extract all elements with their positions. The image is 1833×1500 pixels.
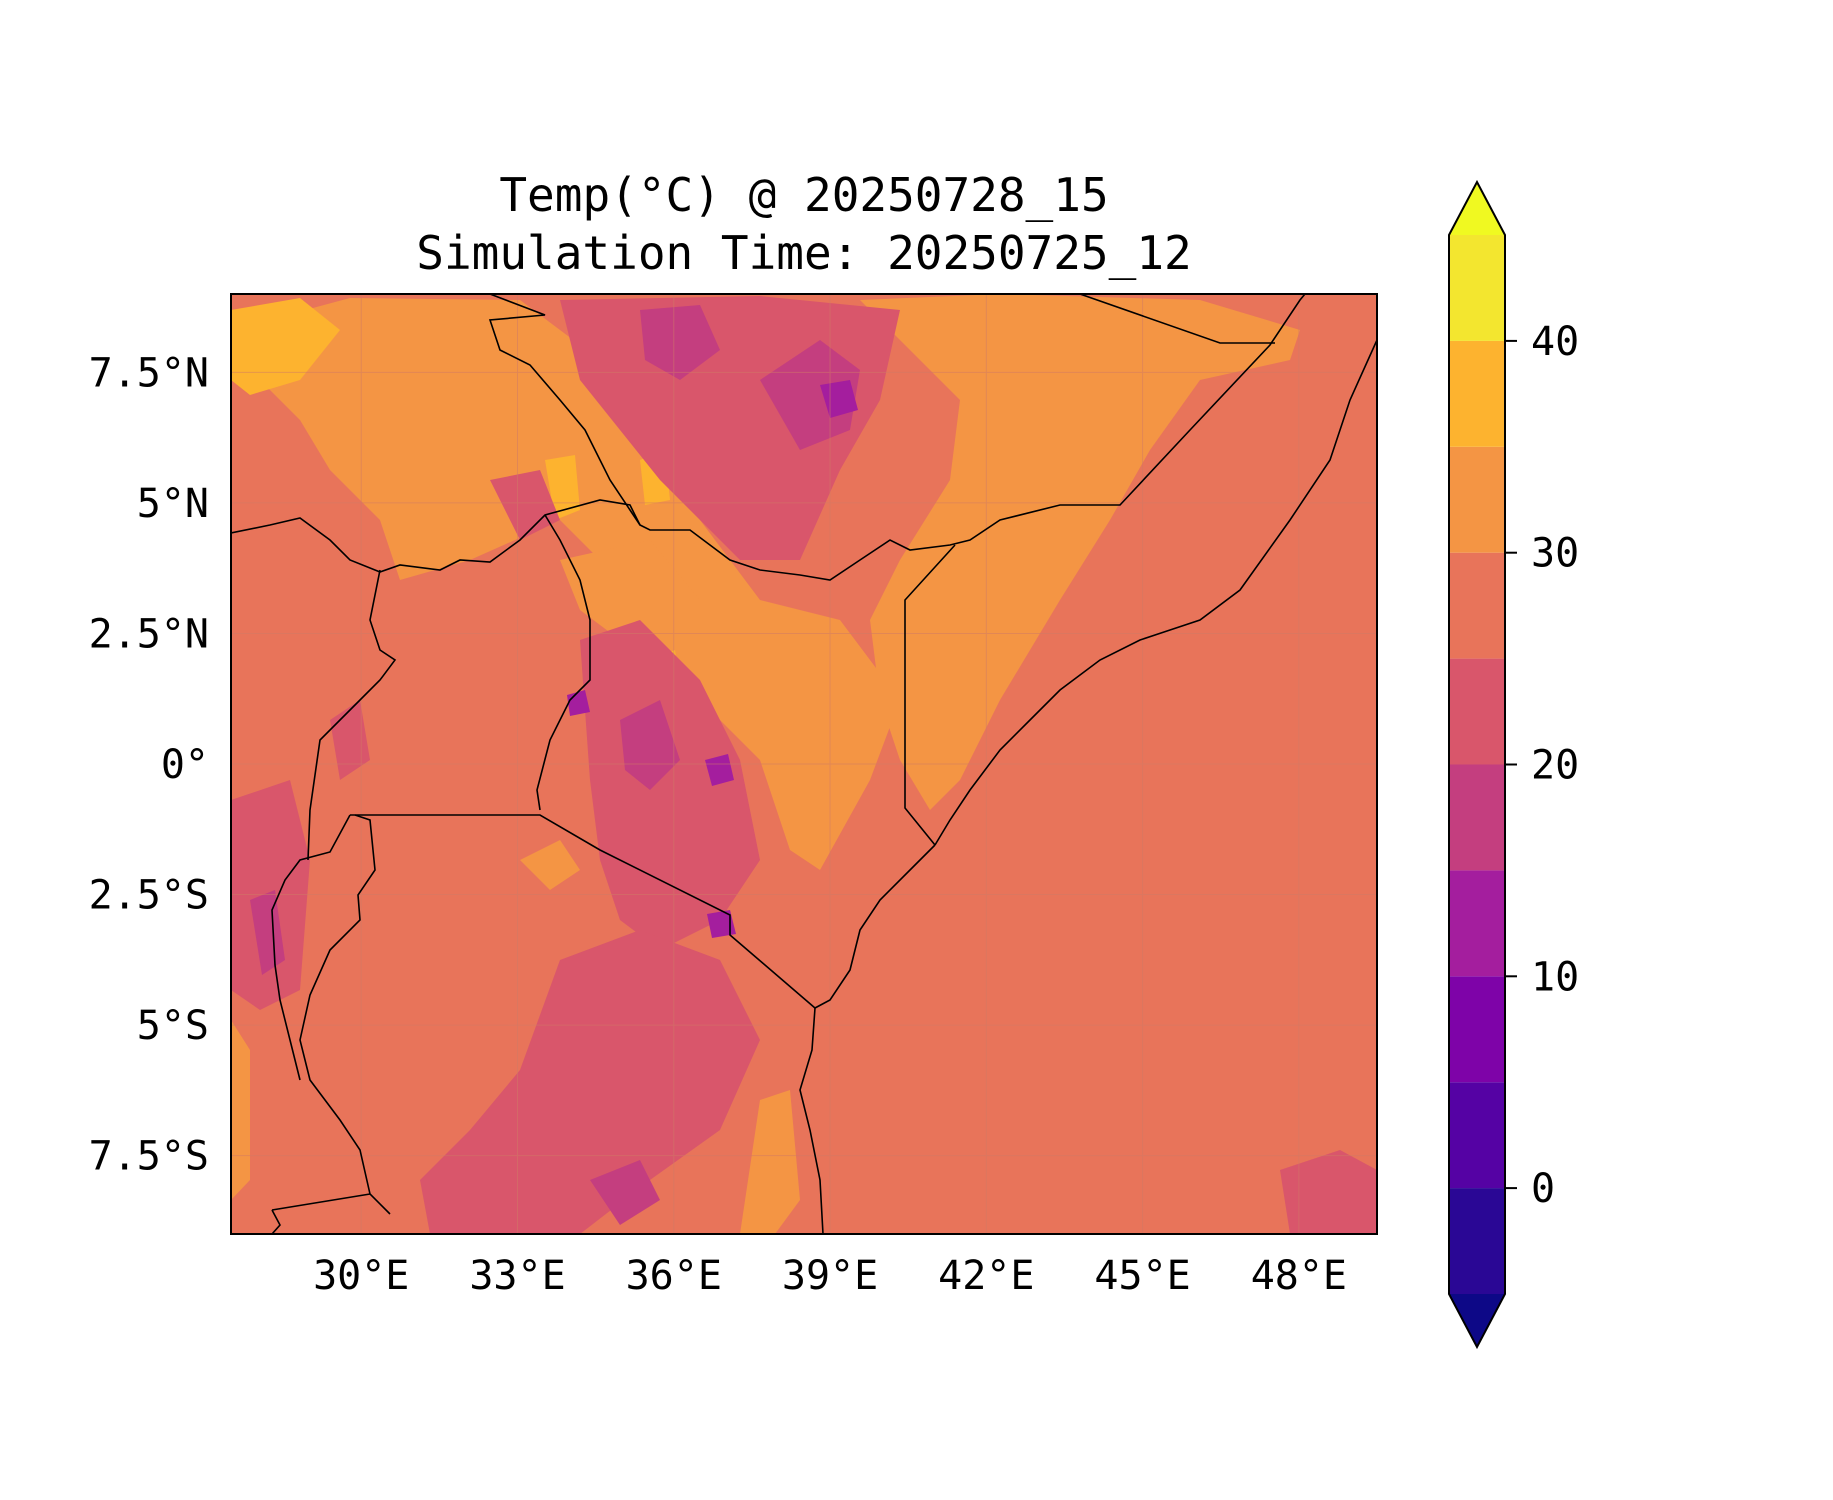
colorbar-under-arrow xyxy=(1449,1294,1505,1347)
lat-tick-label: 5°N xyxy=(137,481,209,527)
colorbar-segment xyxy=(1449,658,1505,765)
lat-tick-label: 7.5°N xyxy=(89,350,209,396)
lon-tick-label: 48°E xyxy=(1251,1253,1347,1299)
temperature-band-30-35 xyxy=(231,294,1300,1234)
colorbar-segment xyxy=(1449,446,1505,553)
colorbar-tick-label: 30 xyxy=(1531,531,1579,577)
lon-tick-label: 30°E xyxy=(313,1253,409,1299)
country-borders xyxy=(231,294,1377,1234)
temperature-band-5-10 xyxy=(567,380,858,938)
colorbar-segment xyxy=(1449,764,1505,871)
colorbar-tick-label: 10 xyxy=(1531,954,1579,1000)
colorbar-segment xyxy=(1449,976,1505,1083)
colorbar: 0 10 20 30 40 xyxy=(1448,179,1579,1350)
temperature-band-10-20 xyxy=(250,305,860,1225)
map-title: Temp(°C) @ 20250728_15 xyxy=(499,168,1109,222)
lat-tick-label: 5°S xyxy=(137,1003,209,1049)
colorbar-segment xyxy=(1449,552,1505,659)
colorbar-tick-label: 0 xyxy=(1531,1166,1555,1212)
colorbar-segment xyxy=(1449,340,1505,447)
colorbar-outline xyxy=(1448,179,1506,1350)
lat-tick-label: 2.5°S xyxy=(89,873,209,919)
colorbar-segment xyxy=(1449,235,1505,341)
longitude-axis: 30°E 33°E 36°E 39°E 42°E 45°E 48°E xyxy=(313,1253,1347,1299)
lon-tick-label: 33°E xyxy=(469,1253,565,1299)
lat-tick-label: 2.5°N xyxy=(89,611,209,657)
lon-tick-label: 42°E xyxy=(938,1253,1034,1299)
temperature-map xyxy=(230,293,1378,1235)
lat-tick-label: 7.5°S xyxy=(89,1134,209,1180)
map-subtitle: Simulation Time: 20250725_12 xyxy=(416,226,1192,280)
lon-tick-label: 36°E xyxy=(626,1253,722,1299)
colorbar-segment xyxy=(1449,1082,1505,1189)
lon-tick-label: 39°E xyxy=(782,1253,878,1299)
colorbar-over-arrow xyxy=(1449,182,1505,235)
latitude-axis: 7.5°N 5°N 2.5°N 0° 2.5°S 5°S 7.5°S xyxy=(89,350,209,1179)
colorbar-segment xyxy=(1449,1188,1505,1294)
colorbar-segment xyxy=(1449,870,1505,977)
map-gridlines xyxy=(231,294,1377,1234)
colorbar-tick-label: 20 xyxy=(1531,743,1579,789)
colorbar-tick-label: 40 xyxy=(1531,319,1579,365)
lat-tick-label: 0° xyxy=(161,742,209,788)
lon-tick-label: 45°E xyxy=(1094,1253,1190,1299)
map-frame xyxy=(230,293,1378,1235)
